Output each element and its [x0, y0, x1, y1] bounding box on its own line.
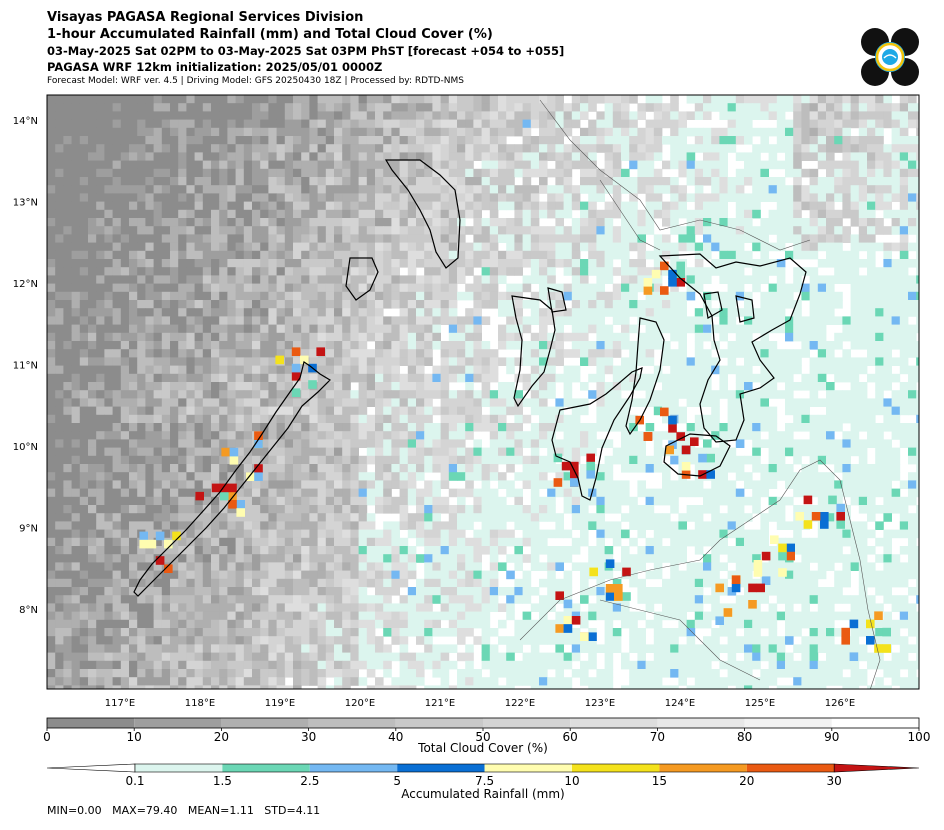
cloud-colorbar-tick: 70: [650, 730, 665, 744]
statistics-summary: MIN=0.00 MAX=79.40 MEAN=1.11 STD=4.11: [47, 804, 321, 817]
cloud-colorbar-tick: 80: [737, 730, 752, 744]
map-frame: [46, 94, 920, 690]
coast-thin-lines: [519, 99, 881, 689]
rain-colorbar-tick: 1.5: [213, 774, 232, 788]
cloud-colorbar-tick: 50: [475, 730, 490, 744]
title-model-info: Forecast Model: WRF ver. 4.5 | Driving M…: [47, 76, 464, 86]
rain-colorbar-over: [833, 763, 920, 773]
rain-colorbar-segment: [484, 764, 572, 772]
cloud-colorbar-tick: 30: [301, 730, 316, 744]
cloud-colorbar-tick: 100: [908, 730, 931, 744]
rain-colorbar-tick: 7.5: [475, 774, 494, 788]
latitude-axis: 14°N 13°N 12°N 11°N 10°N 9°N 8°N: [13, 116, 38, 616]
lat-tick-label: 14°N: [13, 116, 38, 127]
cloud-colorbar-segment: [657, 718, 745, 728]
lon-tick-label: 125°E: [745, 698, 775, 709]
rainfall-colorbar: 0.1 1.5 2.5 5 7.5 10 15 20 30: [46, 763, 920, 788]
rain-colorbar-tick: 30: [827, 774, 842, 788]
rain-colorbar-tick: 20: [739, 774, 754, 788]
lat-tick-label: 11°N: [13, 361, 38, 372]
lon-tick-label: 124°E: [665, 698, 695, 709]
rain-colorbar-segment: [659, 764, 747, 772]
lat-tick-label: 8°N: [19, 605, 38, 616]
cloud-colorbar-tick: 20: [214, 730, 229, 744]
map-field-layer: [47, 95, 919, 689]
title-valid-time: 03-May-2025 Sat 02PM to 03-May-2025 Sat …: [47, 44, 565, 58]
cloud-colorbar-tick: 10: [127, 730, 142, 744]
rain-colorbar-tick: 5: [393, 774, 401, 788]
cloud-colorbar-tick: 60: [563, 730, 578, 744]
rain-colorbar-tick: 10: [564, 774, 579, 788]
title-product: 1-hour Accumulated Rainfall (mm) and Tot…: [47, 27, 493, 42]
rain-colorbar-segment: [222, 764, 310, 772]
lon-tick-label: 126°E: [825, 698, 855, 709]
rain-colorbar-segment: [309, 764, 398, 772]
lon-tick-label: 119°E: [265, 698, 295, 709]
cloud-colorbar-segment: [831, 718, 919, 728]
lon-tick-label: 123°E: [585, 698, 615, 709]
cloud-colorbar-title: Total Cloud Cover (%): [417, 741, 548, 755]
title-initialization: PAGASA WRF 12km initialization: 2025/05/…: [47, 60, 383, 74]
cloud-cover-colorbar: 0 10 20 30 40 50 60 70 80 90 100: [43, 717, 931, 744]
title-region: Visayas PAGASA Regional Services Divisio…: [47, 10, 364, 25]
longitude-axis: 117°E 118°E 119°E 120°E 121°E 122°E 123°E 124°E…: [105, 698, 855, 709]
cloud-colorbar-tick: 90: [824, 730, 839, 744]
rain-colorbar-under: [46, 763, 136, 773]
lon-tick-label: 120°E: [345, 698, 375, 709]
cloud-colorbar-segment: [308, 718, 396, 728]
lon-tick-label: 118°E: [185, 698, 215, 709]
cloud-colorbar-segment: [570, 718, 658, 728]
lat-tick-label: 9°N: [19, 524, 38, 535]
cloud-colorbar-tick: 0: [43, 730, 51, 744]
rain-colorbar-segment: [135, 764, 223, 772]
cloud-colorbar-segment: [47, 718, 135, 728]
cloud-colorbar-segment: [744, 718, 832, 728]
cloud-colorbar-segment: [483, 718, 571, 728]
pagasa-logo-icon: [861, 28, 919, 86]
rain-colorbar-tick: 0.1: [125, 774, 144, 788]
lat-tick-label: 13°N: [13, 198, 38, 209]
rain-colorbar-segment: [746, 764, 835, 772]
rain-colorbar-tick: 2.5: [300, 774, 319, 788]
lat-tick-label: 12°N: [13, 279, 38, 290]
cloud-colorbar-segment: [221, 718, 309, 728]
cloud-colorbar-segment: [395, 718, 483, 728]
cloud-colorbar-tick: 40: [388, 730, 403, 744]
lon-tick-label: 121°E: [425, 698, 455, 709]
land-outlines: [133, 159, 807, 597]
rain-colorbar-title: Accumulated Rainfall (mm): [401, 787, 564, 801]
lon-tick-label: 117°E: [105, 698, 135, 709]
cloud-colorbar-segment: [134, 718, 222, 728]
lat-tick-label: 10°N: [13, 442, 38, 453]
lon-tick-label: 122°E: [505, 698, 535, 709]
rain-colorbar-segment: [572, 764, 660, 772]
rain-colorbar-segment: [397, 764, 485, 772]
rain-colorbar-tick: 15: [652, 774, 667, 788]
